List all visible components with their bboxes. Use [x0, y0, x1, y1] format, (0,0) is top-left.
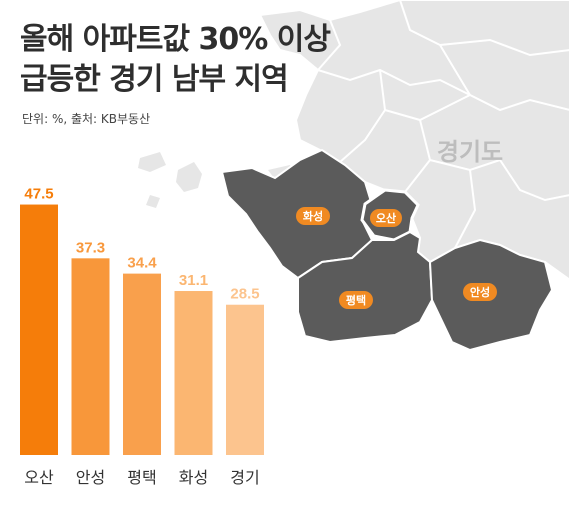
bar-5	[226, 304, 264, 455]
category-label: 안성	[76, 469, 105, 487]
island-3	[146, 195, 160, 208]
region-label-text: 안성	[470, 285, 490, 299]
category-label: 경기	[230, 469, 259, 487]
bar-value-label: 37.3	[76, 239, 105, 256]
title-line-1: 올해 아파트값 30% 이상	[20, 22, 331, 57]
region-label-hwaseong: 화성	[296, 207, 330, 225]
island-2	[176, 162, 202, 192]
bar-4	[174, 291, 213, 455]
island-1	[138, 152, 166, 172]
bar-2	[71, 258, 110, 455]
bar-value-label: 28.5	[230, 286, 259, 303]
category-label: 오산	[24, 469, 54, 487]
bar-value-label: 34.4	[127, 255, 157, 272]
region-label-osan: 오산	[370, 209, 402, 227]
unit-source-note: 단위: %, 출처: KB부동산	[22, 112, 151, 126]
region-label-anseong: 안성	[463, 283, 497, 301]
gyeonggi-province-area	[258, 0, 570, 282]
region-label-text: 오산	[376, 211, 396, 225]
bar-1	[20, 204, 58, 455]
bar-value-label: 31.1	[179, 272, 208, 289]
region-label-text: 평택	[346, 293, 366, 307]
region-label-pyeongtaek: 평택	[339, 291, 373, 309]
title-line-2: 급등한 경기 남부 지역	[20, 62, 289, 97]
bar-value-label: 47.5	[24, 186, 53, 203]
bar-3	[123, 273, 161, 455]
category-label: 평택	[127, 469, 156, 487]
category-label: 화성	[179, 469, 208, 487]
province-district-lines	[317, 0, 570, 249]
region-label-text: 화성	[303, 209, 323, 223]
province-label: 경기도	[437, 139, 503, 166]
